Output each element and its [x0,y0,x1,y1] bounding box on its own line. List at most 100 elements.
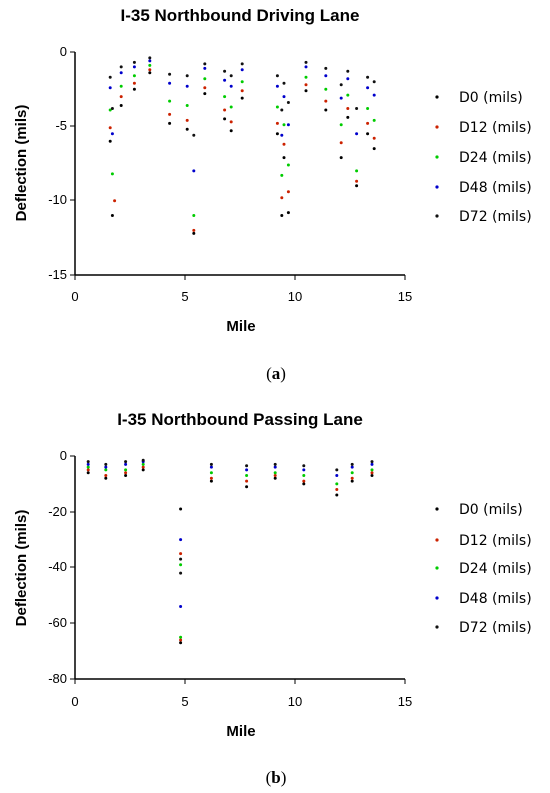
chart-point-d24 [346,93,350,97]
chart-point-d0 [372,147,376,151]
chart-point-d12 [372,136,376,140]
chart-point-d12 [302,479,306,483]
chart-point-d24 [245,474,249,477]
chart-point-d24 [119,84,123,88]
chart-point-d0 [179,641,183,645]
chart-point-d72 [302,464,306,468]
chart-point-d24 [104,468,108,472]
legend-label-d0: D0 (mils) [459,90,523,106]
chart-point-d48 [286,123,290,127]
chart-a-y-tick-label: -10 [48,192,67,207]
chart-point-d48 [203,66,207,70]
chart-point-d12 [168,112,172,116]
chart-point-d72 [192,133,196,137]
chart-point-d0 [280,214,284,217]
chart-point-d24 [168,99,172,103]
legend-label-d12: D12 (mils) [459,533,532,549]
chart-point-d24 [280,173,284,177]
chart-point-d0 [273,476,277,480]
chart-a-title: I-35 Northbound Driving Lane [121,6,360,25]
chart-point-d12 [185,118,189,122]
chart-point-d12 [104,474,108,477]
chart-point-d0 [240,96,244,100]
chart-point-d72 [86,460,90,464]
chart-point-d0 [339,156,343,160]
chart-point-d24 [209,471,213,475]
chart-point-d72 [240,62,244,66]
chart-point-d72 [209,462,213,466]
chart-point-d24 [141,462,145,466]
chart-point-d0 [302,482,306,486]
chart-a: I-35 Northbound Driving Lane Deflection … [13,6,532,383]
chart-point-d72 [185,74,189,78]
chart-point-d48 [229,84,233,88]
chart-b: I-35 Northbound Passing Lane Deflection … [13,410,532,787]
chart-point-d24 [324,87,328,91]
chart-point-d12 [273,474,277,477]
chart-point-d0 [86,471,90,475]
chart-point-d12 [192,228,196,232]
chart-point-d48 [110,132,114,136]
chart-b-y-tick-label: -40 [48,559,67,574]
chart-point-d12 [86,468,90,472]
chart-point-d72 [366,75,370,79]
chart-point-d12 [203,86,207,90]
chart-point-d12 [335,488,339,491]
chart-a-y-axis-label: Deflection (mils) [13,105,30,222]
chart-b-points [86,458,374,645]
caption-a: (a) [266,364,286,383]
chart-point-d24 [192,214,196,217]
chart-point-d72 [108,75,112,79]
legend-label-d24: D24 (mils) [459,561,532,577]
chart-b-x-tick-label: 5 [181,694,188,709]
chart-point-d0 [104,476,108,480]
chart-point-d48 [324,74,328,78]
chart-point-d72 [245,464,249,468]
chart-a-x-tick-label: 10 [288,289,302,304]
chart-point-d12 [179,638,183,642]
chart-point-d0 [282,156,286,160]
chart-point-d0 [286,211,290,215]
chart-point-d48 [346,77,350,81]
chart-b-legend: D0 (mils) D12 (mils) D24 (mils) D48 (mil… [435,502,532,636]
chart-point-d72 [286,101,290,104]
chart-point-d48 [370,462,374,466]
chart-point-d48 [148,59,152,63]
chart-b-title: I-35 Northbound Passing Lane [117,410,363,429]
chart-point-d72 [179,571,183,575]
chart-point-d48 [355,132,359,136]
chart-point-d24 [86,465,90,469]
chart-point-d12 [324,99,328,103]
chart-point-d0 [245,485,249,489]
chart-point-d0 [185,127,189,131]
chart-b-y-tick-label: 0 [60,448,67,463]
chart-point-d24 [179,635,183,639]
chart-a-legend: D0 (mils) D12 (mils) D24 (mils) D48 (mil… [435,90,532,225]
chart-point-d12 [119,95,123,99]
chart-point-d48 [302,468,306,472]
chart-point-d0 [168,121,172,125]
chart-a-y-tick-label: -15 [48,267,67,282]
chart-point-d48 [282,95,286,99]
legend-label-d0: D0 (mils) [459,502,523,518]
chart-point-d72 [350,462,354,466]
chart-point-d72 [372,80,376,84]
chart-point-d12 [223,108,227,112]
chart-point-d24 [350,471,354,475]
chart-point-d72 [229,74,233,78]
chart-point-d12 [282,142,286,146]
chart-point-d72 [370,460,374,464]
chart-b-y-axis-label: Deflection (mils) [13,510,30,627]
chart-point-d12 [346,107,350,110]
chart-point-d72 [203,62,207,66]
chart-a-x-axis-label: Mile [226,318,255,335]
chart-point-d72 [355,107,359,110]
chart-point-d48 [179,538,183,542]
chart-point-d0 [355,184,359,188]
chart-b-y-tick-label: -80 [48,671,67,686]
chart-point-d72 [275,74,279,78]
chart-point-d24 [355,169,359,173]
chart-point-d24 [370,468,374,472]
chart-point-d48 [104,465,108,469]
